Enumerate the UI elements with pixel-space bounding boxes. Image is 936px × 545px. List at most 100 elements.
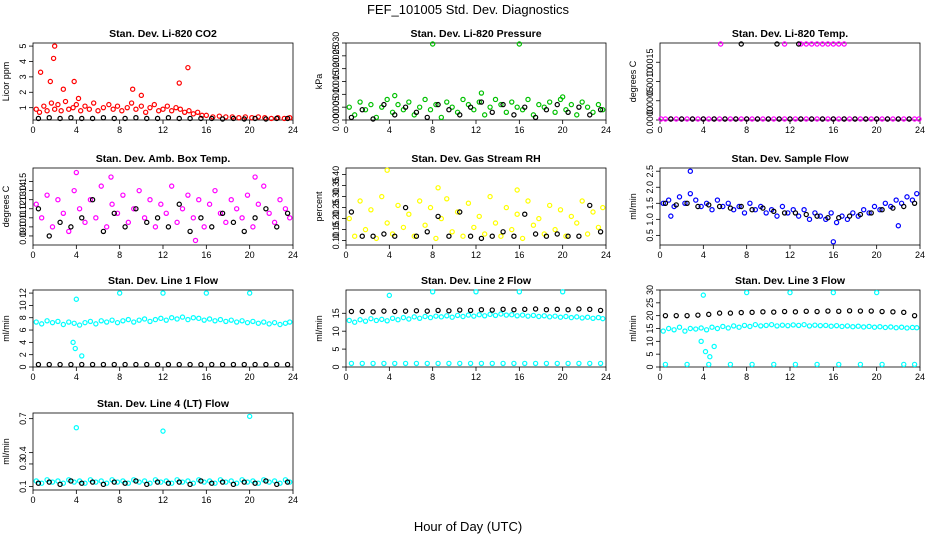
data-point bbox=[446, 107, 452, 113]
data-point bbox=[514, 211, 520, 217]
data-point bbox=[552, 226, 558, 233]
data-point bbox=[597, 229, 604, 235]
data-point bbox=[125, 480, 132, 486]
data-point bbox=[806, 323, 813, 329]
data-point bbox=[362, 226, 369, 233]
data-point bbox=[60, 86, 67, 92]
y-axis-label: ml/min bbox=[1, 438, 11, 465]
data-point bbox=[808, 41, 815, 47]
data-point bbox=[532, 360, 539, 367]
data-point bbox=[873, 116, 880, 122]
data-point bbox=[727, 361, 734, 368]
data-point bbox=[100, 104, 107, 111]
data-point bbox=[287, 319, 293, 325]
data-point bbox=[75, 95, 82, 102]
data-point bbox=[543, 107, 550, 113]
data-point bbox=[817, 213, 824, 219]
data-point bbox=[671, 327, 677, 333]
data-point bbox=[536, 215, 542, 222]
data-point bbox=[536, 101, 542, 108]
data-point bbox=[142, 109, 149, 116]
data-point bbox=[901, 361, 907, 368]
data-point bbox=[741, 322, 748, 329]
data-point bbox=[906, 116, 912, 122]
data-point bbox=[228, 317, 234, 323]
data-point bbox=[873, 289, 880, 296]
data-point bbox=[359, 233, 365, 239]
chart-panel: Stan. Dev. Sample Flow 0 4 8 12 16 20 24 0.5 1.0 1… bbox=[628, 153, 925, 260]
data-point bbox=[760, 309, 766, 315]
data-point bbox=[230, 361, 237, 368]
data-point bbox=[87, 318, 94, 325]
data-point bbox=[446, 360, 452, 367]
data-point bbox=[100, 361, 107, 368]
data-point bbox=[233, 206, 240, 212]
data-point bbox=[147, 318, 153, 325]
data-point bbox=[738, 116, 744, 122]
data-point bbox=[138, 92, 145, 99]
data-point bbox=[411, 233, 417, 239]
chart-panel: Stan. Dev. Line 3 Flow 0 4 8 12 16 20 24 0 5 10 15 2… bbox=[628, 275, 925, 382]
data-point bbox=[863, 116, 869, 122]
data-point bbox=[503, 204, 510, 211]
x-tick-label: 16 bbox=[828, 250, 838, 260]
y-axis-label: Licor ppm bbox=[1, 62, 11, 102]
data-point bbox=[122, 224, 128, 230]
data-point bbox=[384, 318, 390, 324]
y-tick-label: 10 bbox=[645, 336, 655, 346]
data-point bbox=[565, 233, 571, 239]
data-point bbox=[379, 316, 385, 323]
data-point bbox=[846, 213, 853, 219]
data-point bbox=[255, 201, 262, 207]
data-point bbox=[60, 321, 67, 328]
data-point bbox=[801, 207, 807, 213]
data-point bbox=[348, 308, 355, 315]
data-point bbox=[51, 106, 58, 112]
y-tick-label: 10 bbox=[18, 300, 28, 310]
data-point bbox=[736, 203, 742, 210]
data-point bbox=[665, 197, 672, 203]
y-tick-label: 0.020 bbox=[331, 57, 341, 80]
data-point bbox=[720, 203, 726, 210]
data-point bbox=[152, 316, 159, 323]
data-point bbox=[830, 41, 837, 47]
data-point bbox=[76, 206, 83, 212]
data-point bbox=[738, 309, 744, 316]
data-point bbox=[89, 197, 96, 203]
data-point bbox=[196, 197, 202, 203]
data-point bbox=[576, 360, 582, 367]
data-point bbox=[552, 109, 558, 116]
data-point bbox=[100, 228, 107, 235]
data-point bbox=[890, 205, 896, 211]
data-point bbox=[266, 321, 272, 327]
data-point bbox=[871, 203, 878, 210]
data-point bbox=[774, 323, 780, 329]
data-point bbox=[814, 308, 820, 315]
data-series bbox=[658, 41, 922, 122]
data-point bbox=[47, 78, 54, 85]
data-point bbox=[212, 187, 218, 194]
y-tick-label: 0.030 bbox=[331, 32, 341, 55]
data-point bbox=[165, 224, 172, 230]
data-point bbox=[476, 99, 482, 105]
data-point bbox=[687, 190, 694, 197]
data-point bbox=[790, 322, 796, 328]
y-tick-label: 0.40 bbox=[331, 166, 341, 184]
data-point bbox=[71, 320, 77, 326]
data-point bbox=[559, 289, 566, 295]
data-point bbox=[133, 106, 139, 112]
data-point bbox=[836, 116, 842, 122]
data-point bbox=[49, 479, 56, 485]
data-point bbox=[274, 115, 280, 122]
data-point bbox=[72, 345, 78, 352]
data-point bbox=[457, 360, 463, 367]
data-point bbox=[779, 322, 786, 328]
data-point bbox=[487, 104, 493, 110]
data-point bbox=[58, 108, 64, 114]
data-point bbox=[125, 316, 132, 323]
data-point bbox=[600, 315, 606, 322]
x-tick-label: 16 bbox=[201, 125, 211, 135]
data-point bbox=[141, 316, 148, 322]
data-point bbox=[136, 187, 142, 194]
y-tick-label: 0.20 bbox=[331, 210, 341, 228]
